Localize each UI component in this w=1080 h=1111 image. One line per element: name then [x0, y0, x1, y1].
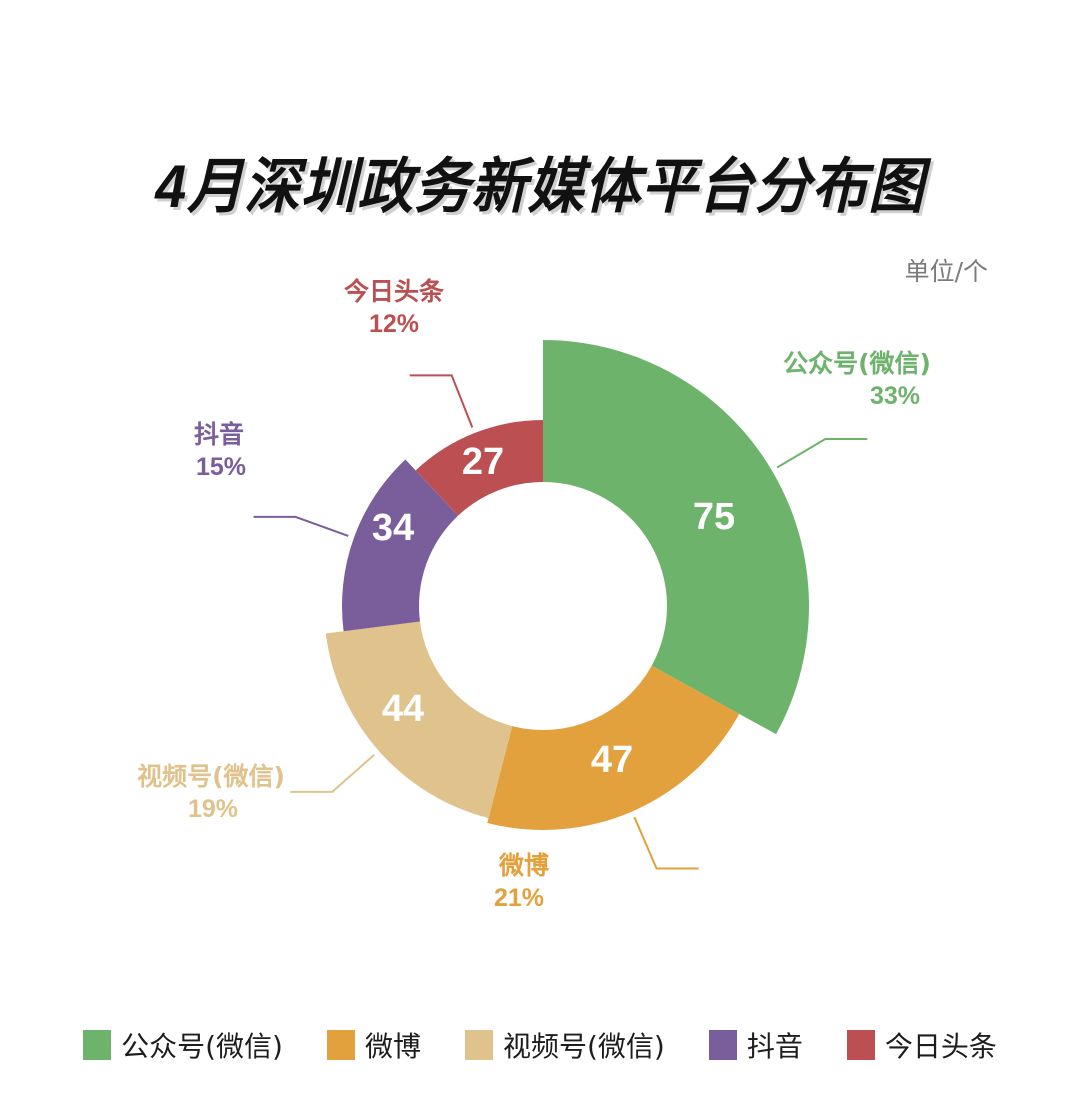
callout-percent-label: 12%	[369, 310, 419, 338]
callout-leader-line	[290, 754, 375, 793]
callout-percent-label: 21%	[494, 884, 544, 912]
legend-label: 公众号(微信)	[121, 1030, 283, 1063]
legend-item[interactable]: 公众号(微信)	[83, 1025, 283, 1065]
callout-category-label: 视频号(微信)	[137, 762, 285, 791]
callout-leader-line	[409, 374, 474, 428]
rose-donut-chart: 75 47 44 34 27 公众号(微信) 33% 微博 21% 视频号(微信) 19% 抖音 15…	[137, 277, 931, 912]
callout-leader-line	[253, 515, 349, 537]
slice-value-label: 75	[693, 496, 735, 538]
slice-value-label: 44	[382, 688, 424, 730]
callout-percent-label: 15%	[196, 453, 246, 481]
legend-label: 抖音	[746, 1030, 803, 1063]
callout-leader-line	[776, 438, 868, 469]
pie-slice[interactable]	[543, 340, 810, 735]
legend-label: 微博	[364, 1030, 421, 1063]
pie-slice[interactable]	[415, 420, 543, 516]
slice-value-label: 27	[462, 441, 504, 483]
slice-value-labels-group: 75 47 44 34 27	[372, 441, 735, 781]
slice-value-label: 47	[591, 739, 633, 781]
legend-item[interactable]: 微博	[326, 1025, 421, 1065]
callout-labels-group: 公众号(微信) 33% 微博 21% 视频号(微信) 19% 抖音 15% 今日头条 12%	[137, 277, 931, 912]
pie-slice[interactable]	[342, 459, 459, 632]
legend-label: 今日头条	[884, 1030, 997, 1063]
legend-swatch	[708, 1030, 737, 1060]
callout-category-label: 今日头条	[344, 277, 445, 306]
callout-category-label: 微博	[498, 851, 549, 880]
legend-item[interactable]: 今日头条	[846, 1025, 997, 1065]
legend-swatch	[464, 1030, 493, 1060]
callout-category-label: 抖音	[194, 420, 244, 449]
callout-leader-line	[633, 816, 699, 870]
page-title: 4月深圳政务新媒体平台分布图	[155, 153, 925, 220]
callout-percent-label: 19%	[188, 795, 238, 823]
callout-lines-group	[253, 374, 868, 870]
legend-swatch	[83, 1030, 112, 1060]
slices-group	[325, 340, 810, 830]
legend: 公众号(微信) 微博 视频号(微信) 抖音 今日头条	[0, 1025, 1080, 1065]
callout-category-label: 公众号(微信)	[783, 349, 931, 378]
legend-item[interactable]: 视频号(微信)	[464, 1025, 665, 1065]
pie-slice[interactable]	[325, 621, 513, 819]
legend-label: 视频号(微信)	[502, 1030, 665, 1063]
pie-slice[interactable]	[487, 665, 740, 830]
legend-item[interactable]: 抖音	[708, 1025, 803, 1065]
slice-value-label: 34	[372, 507, 414, 549]
callout-percent-label: 33%	[870, 382, 920, 410]
legend-swatch	[846, 1030, 875, 1060]
legend-swatch	[326, 1030, 355, 1060]
unit-note: 单位/个	[904, 257, 988, 286]
